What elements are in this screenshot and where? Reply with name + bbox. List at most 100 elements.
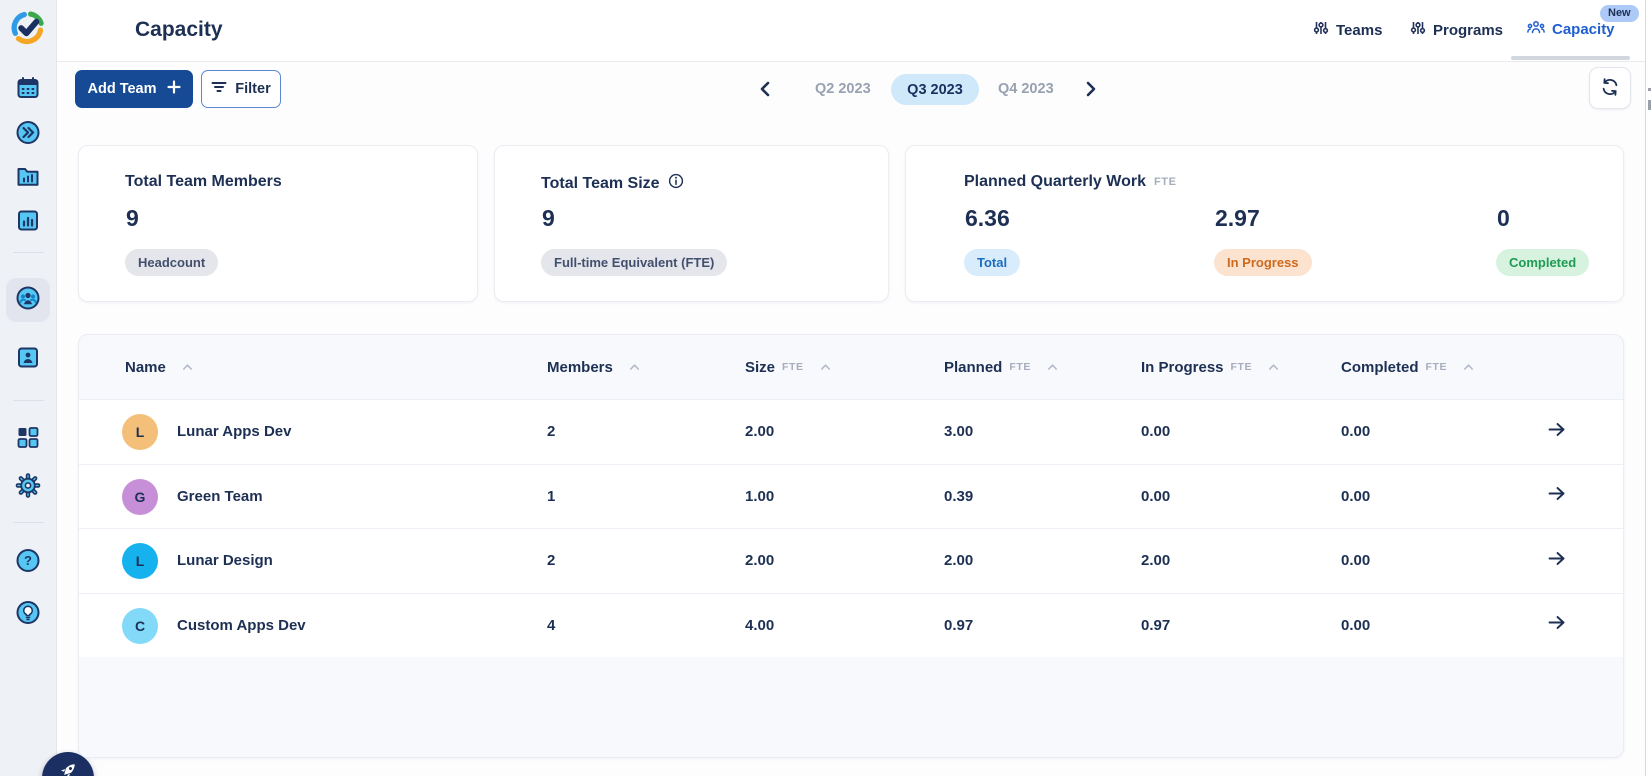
- refresh-icon: [1600, 77, 1620, 100]
- size-value: 4.00: [745, 616, 775, 634]
- completed-value: 0.00: [1341, 616, 1371, 634]
- open-team-arrow-icon[interactable]: [1547, 486, 1567, 507]
- tab-programs[interactable]: Programs: [1410, 20, 1503, 40]
- cutoff-right-panel: [1645, 0, 1652, 776]
- card-title-text: Planned Quarterly Work: [964, 173, 1146, 190]
- add-team-button[interactable]: Add Team: [75, 70, 193, 108]
- sort-caret-icon: [1047, 364, 1057, 370]
- planned-value: 0.97: [944, 616, 974, 634]
- total-pill: Total: [964, 249, 1021, 276]
- column-header-in-progress[interactable]: In Progress FTE: [1141, 335, 1279, 399]
- quarter-prev-button[interactable]: [755, 77, 775, 106]
- sort-caret-icon: [182, 364, 192, 370]
- members-value: 4: [547, 616, 556, 634]
- sort-caret-icon: [1269, 364, 1279, 370]
- page-title: Capacity: [135, 18, 223, 41]
- table-row-green-team[interactable]: G Green Team 1 1.00 0.39 0.00 0.00: [79, 463, 1623, 528]
- team-avatar: L: [122, 414, 158, 450]
- open-team-arrow-icon[interactable]: [1547, 550, 1567, 571]
- column-header-planned[interactable]: Planned FTE: [944, 335, 1058, 399]
- team-group-icon: [15, 285, 41, 316]
- column-label: In Progress: [1141, 358, 1224, 376]
- in-progress-value: 0.00: [1141, 423, 1171, 441]
- table-row-lunar-apps-dev[interactable]: L Lunar Apps Dev 2 2.00 3.00 0.00 0.00: [79, 399, 1623, 464]
- fte-pill: Full-time Equivalent (FTE): [541, 249, 728, 276]
- sidebar-divider: [13, 522, 44, 523]
- team-name: Lunar Apps Dev: [177, 423, 292, 441]
- sidebar-item-apps[interactable]: [15, 425, 41, 456]
- quarter-q2-2023[interactable]: Q2 2023: [815, 81, 871, 97]
- table-row-lunar-design[interactable]: L Lunar Design 2 2.00 2.00 2.00 0.00: [79, 528, 1623, 593]
- refresh-button[interactable]: [1589, 67, 1631, 109]
- team-name: Green Team: [177, 487, 263, 505]
- members-value: 1: [547, 487, 556, 505]
- chevron-left-icon: [755, 81, 775, 105]
- quarter-q4-2023[interactable]: Q4 2023: [998, 81, 1054, 97]
- column-unit: FTE: [1230, 361, 1253, 373]
- in-progress-pill: In Progress: [1214, 249, 1312, 276]
- size-value: 1.00: [745, 487, 775, 505]
- sidebar-item-teams-active[interactable]: [6, 278, 50, 322]
- folder-chart-icon: [15, 164, 41, 195]
- cutoff-content-fragment: [1648, 100, 1651, 110]
- sidebar-item-members[interactable]: [15, 345, 41, 376]
- sidebar-divider: [13, 400, 44, 401]
- column-unit: FTE: [1425, 361, 1448, 373]
- team-avatar: L: [122, 543, 158, 579]
- info-icon[interactable]: [668, 173, 684, 194]
- rocket-icon: [55, 758, 81, 776]
- quarter-next-button[interactable]: [1081, 77, 1101, 106]
- column-header-members[interactable]: Members: [547, 335, 640, 399]
- filter-lines-icon: [211, 80, 227, 98]
- stat-value: 0: [1497, 205, 1510, 231]
- column-header-name[interactable]: Name: [125, 335, 193, 399]
- skip-forward-circle-icon: [15, 120, 41, 151]
- in-progress-value: 0.97: [1141, 616, 1171, 634]
- app-logo[interactable]: [9, 9, 47, 52]
- quarter-q3-2023-active[interactable]: Q3 2023: [891, 74, 979, 105]
- completed-value: 0.00: [1341, 487, 1371, 505]
- sort-caret-icon: [629, 364, 639, 370]
- column-label: Size: [745, 358, 776, 376]
- filter-button[interactable]: Filter: [201, 70, 281, 108]
- sidebar-item-calendar[interactable]: [15, 76, 41, 107]
- sidebar-item-help[interactable]: ?: [15, 548, 41, 579]
- bar-chart-square-icon: [15, 208, 41, 239]
- team-avatar: G: [122, 478, 158, 515]
- teams-table: Name Members Size FTE Planned FTE In Pro…: [78, 334, 1624, 758]
- column-header-completed[interactable]: Completed FTE: [1341, 335, 1474, 399]
- sidebar-item-sprints[interactable]: [15, 120, 41, 151]
- sort-caret-icon: [1464, 364, 1474, 370]
- logo-checkmark-ring-icon: [9, 9, 47, 52]
- open-team-arrow-icon[interactable]: [1547, 421, 1567, 442]
- size-value: 2.00: [745, 552, 775, 570]
- sidebar-item-settings[interactable]: [15, 473, 41, 504]
- sidebar-item-portfolio[interactable]: [15, 164, 41, 195]
- team-name: Lunar Design: [177, 552, 273, 570]
- calendar-icon: [15, 76, 41, 107]
- chevron-right-icon: [1081, 81, 1101, 105]
- sidebar-divider: [13, 252, 44, 253]
- column-header-size[interactable]: Size FTE: [745, 335, 831, 399]
- sidebar: ?: [0, 0, 57, 776]
- sidebar-item-reports[interactable]: [15, 208, 41, 239]
- column-unit: FTE: [1009, 361, 1031, 373]
- sidebar-item-ideas[interactable]: [15, 600, 41, 631]
- planned-value: 2.00: [944, 552, 974, 570]
- tab-programs-label: Programs: [1433, 21, 1504, 39]
- completed-pill: Completed: [1496, 249, 1590, 276]
- card-value: 9: [126, 205, 139, 231]
- new-badge: New: [1600, 5, 1639, 22]
- card-total-team-members: Total Team Members 9 Headcount: [78, 145, 478, 302]
- apps-grid-icon: [15, 425, 41, 456]
- card-title-text: Total Team Size: [541, 174, 660, 192]
- headcount-pill: Headcount: [125, 249, 219, 276]
- tab-teams[interactable]: Teams: [1313, 20, 1382, 40]
- table-row-custom-apps-dev[interactable]: C Custom Apps Dev 4 4.00 0.97 0.97 0.00: [79, 592, 1623, 657]
- card-total-team-size: Total Team Size 9 Full-time Equivalent (…: [494, 145, 889, 302]
- open-team-arrow-icon[interactable]: [1547, 615, 1567, 636]
- in-progress-value: 2.00: [1141, 552, 1171, 570]
- gear-icon: [15, 473, 41, 504]
- tab-capacity[interactable]: Capacity: [1527, 20, 1615, 39]
